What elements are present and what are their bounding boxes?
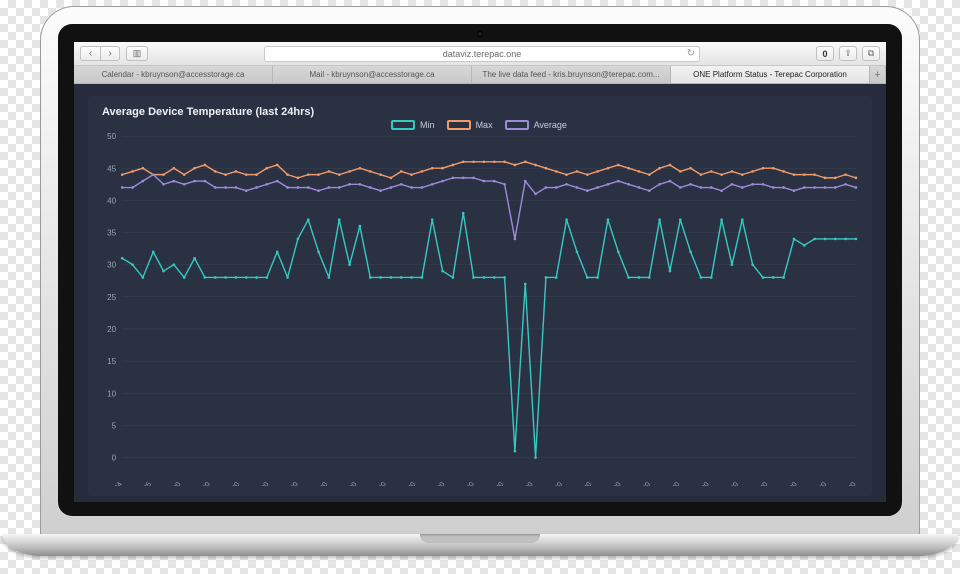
svg-text:00:00: 00:00 — [166, 480, 183, 486]
svg-text:35: 35 — [107, 229, 116, 238]
legend-item-avg[interactable]: Average — [505, 120, 567, 130]
legend-item-max[interactable]: Max — [447, 120, 493, 130]
legend-swatch — [505, 120, 529, 130]
tabs-button[interactable]: ⧉ — [862, 46, 880, 61]
svg-text:Sep 25: Sep 25 — [134, 480, 153, 486]
svg-text:15: 15 — [107, 357, 116, 366]
svg-text:01:00: 01:00 — [195, 480, 212, 486]
svg-text:21:00: 21:00 — [782, 480, 799, 486]
svg-text:04:00: 04:00 — [283, 480, 300, 486]
svg-text:19:00: 19:00 — [724, 480, 741, 486]
laptop-mockup: ‹ › ▥ dataviz.terepac.one ↻ 0 ⇪ ⧉ — [40, 6, 920, 556]
svg-text:30: 30 — [107, 261, 116, 270]
svg-text:18:00: 18:00 — [694, 480, 711, 486]
dashboard-page: Average Device Temperature (last 24hrs) … — [74, 84, 886, 502]
legend-label: Average — [534, 120, 567, 130]
svg-text:40: 40 — [107, 196, 116, 205]
trackpad-notch — [420, 534, 540, 543]
browser-tab[interactable]: Calendar - kbruynson@accesstorage.ca — [74, 66, 273, 83]
chart-card: Average Device Temperature (last 24hrs) … — [88, 96, 872, 496]
laptop-lid: ‹ › ▥ dataviz.terepac.one ↻ 0 ⇪ ⧉ — [40, 6, 920, 538]
share-button[interactable]: ⇪ — [839, 46, 857, 61]
legend-swatch — [447, 120, 471, 130]
svg-text:23:00: 23:00 — [841, 480, 858, 486]
forward-button[interactable]: › — [100, 46, 120, 61]
legend-item-min[interactable]: Min — [391, 120, 435, 130]
svg-text:5: 5 — [112, 421, 117, 430]
svg-text:45: 45 — [107, 164, 116, 173]
legend-label: Max — [476, 120, 493, 130]
svg-text:12:00: 12:00 — [518, 480, 535, 486]
svg-text:09:00: 09:00 — [430, 480, 447, 486]
camera — [477, 31, 483, 37]
svg-text:0: 0 — [112, 454, 117, 463]
svg-text:05:00: 05:00 — [313, 480, 330, 486]
svg-text:03:00: 03:00 — [254, 480, 271, 486]
svg-text:11:00: 11:00 — [489, 480, 505, 486]
svg-text:17:00: 17:00 — [665, 480, 682, 486]
toolbar-right: 0 ⇪ ⧉ — [816, 46, 880, 61]
reader-badge[interactable]: 0 — [816, 46, 834, 61]
legend-swatch — [391, 120, 415, 130]
svg-text:20:00: 20:00 — [753, 480, 770, 486]
svg-text:14:00: 14:00 — [577, 480, 594, 486]
svg-text:13:00: 13:00 — [547, 480, 564, 486]
reader-badge-count: 0 — [822, 49, 827, 59]
chart-title: Average Device Temperature (last 24hrs) — [102, 106, 862, 118]
browser-tab[interactable]: Mail - kbruynson@accesstorage.ca — [273, 66, 472, 83]
browser-tab[interactable]: The live data feed - kris.bruynson@terep… — [472, 66, 671, 83]
browser-tab[interactable]: ONE Platform Status - Terepac Corporatio… — [671, 66, 870, 83]
sidebar-button[interactable]: ▥ — [126, 46, 148, 61]
nav-buttons: ‹ › — [80, 46, 120, 61]
svg-text:06:00: 06:00 — [342, 480, 359, 486]
reload-icon[interactable]: ↻ — [687, 48, 695, 59]
svg-text:Sep 24: Sep 24 — [105, 480, 124, 486]
legend-label: Min — [420, 120, 435, 130]
laptop-base — [2, 534, 958, 556]
address-bar[interactable]: dataviz.terepac.one ↻ — [264, 46, 700, 62]
line-chart: 0 5 10 15 20 25 30 35 40 45 50 Sep 24 Sep 25 00:00 01:… — [96, 132, 862, 486]
svg-text:07:00: 07:00 — [371, 480, 388, 486]
browser-toolbar: ‹ › ▥ dataviz.terepac.one ↻ 0 ⇪ ⧉ — [74, 42, 886, 66]
address-bar-text: dataviz.terepac.one — [443, 49, 522, 59]
svg-text:08:00: 08:00 — [401, 480, 418, 486]
chart-area: 0 5 10 15 20 25 30 35 40 45 50 Sep 24 Sep 25 00:00 01:… — [96, 132, 862, 486]
svg-text:16:00: 16:00 — [635, 480, 652, 486]
svg-text:25: 25 — [107, 293, 116, 302]
svg-text:10:00: 10:00 — [459, 480, 476, 486]
back-button[interactable]: ‹ — [80, 46, 100, 61]
svg-text:50: 50 — [107, 132, 116, 141]
screen: ‹ › ▥ dataviz.terepac.one ↻ 0 ⇪ ⧉ — [74, 42, 886, 502]
tab-strip: Calendar - kbruynson@accesstorage.caMail… — [74, 66, 886, 84]
svg-text:20: 20 — [107, 325, 116, 334]
svg-text:22:00: 22:00 — [812, 480, 829, 486]
svg-text:02:00: 02:00 — [225, 480, 242, 486]
svg-text:15:00: 15:00 — [606, 480, 623, 486]
screen-bezel: ‹ › ▥ dataviz.terepac.one ↻ 0 ⇪ ⧉ — [58, 24, 902, 516]
chart-legend: Min Max Average — [96, 120, 862, 130]
new-tab-button[interactable]: + — [870, 66, 886, 83]
svg-text:10: 10 — [107, 389, 116, 398]
